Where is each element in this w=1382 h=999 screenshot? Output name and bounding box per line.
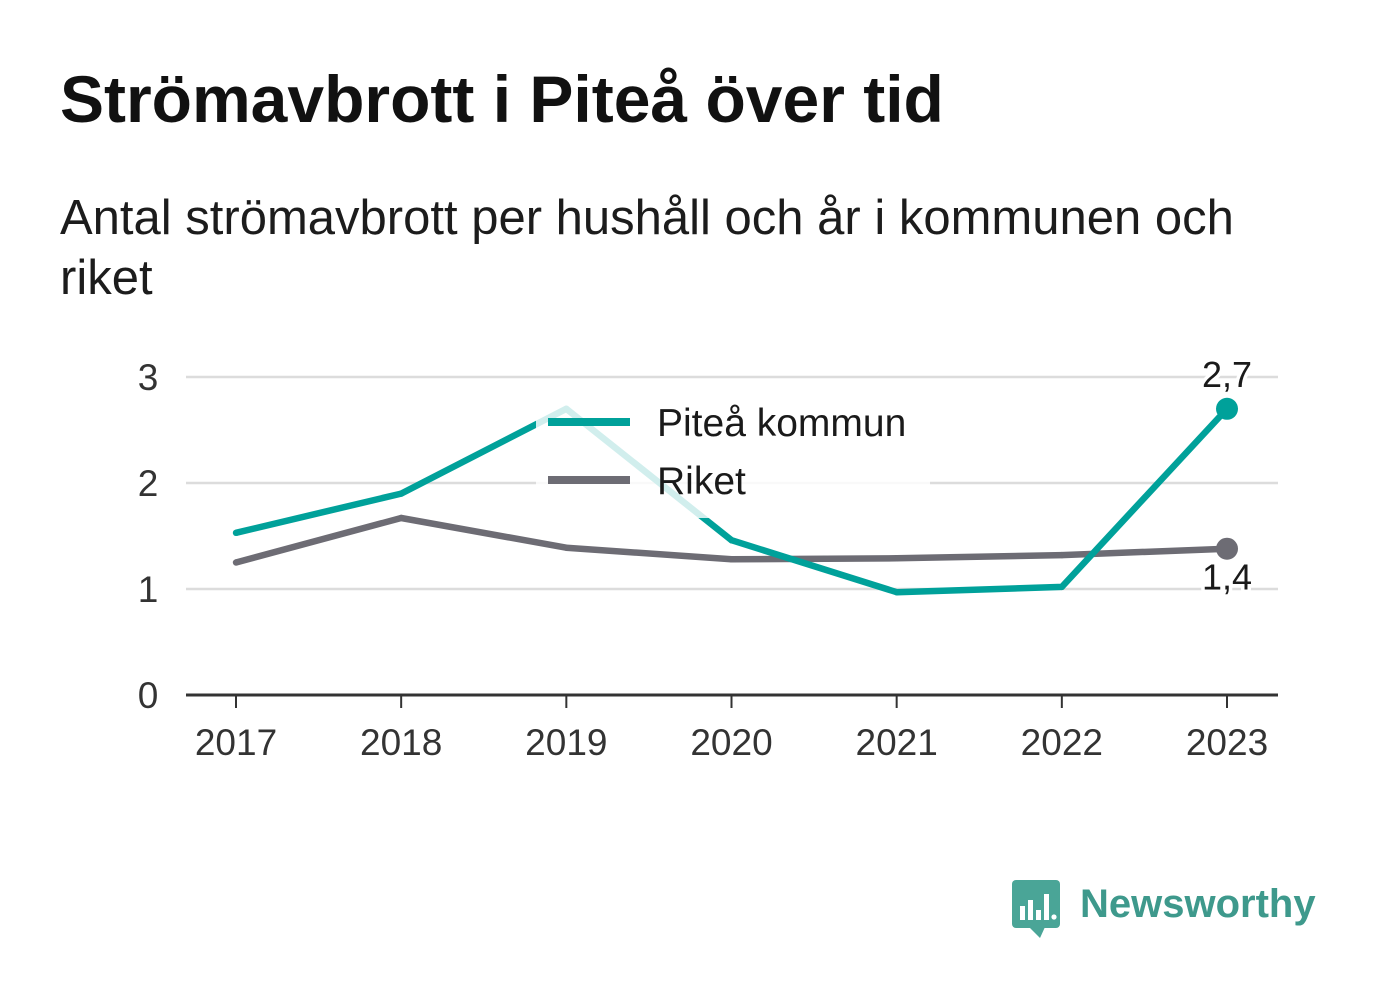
data-point [232,529,240,537]
legend-label: Piteå kommun [657,402,906,445]
x-tick-label: 2018 [360,722,442,763]
legend-label: Riket [657,460,746,503]
data-point [728,556,735,563]
x-tick-label: 2020 [690,722,772,763]
legend-background [536,392,930,518]
data-label: 1,4 [1202,557,1252,598]
y-tick-label: 1 [138,569,159,610]
series-lines [232,397,1238,596]
x-tick-label: 2021 [856,722,938,763]
data-point [1058,583,1066,591]
x-tick-label: 2019 [525,722,607,763]
brand-name: Newsworthy [1080,882,1316,926]
x-axis: 2017 2018 2019 2020 2021 2022 2023 [186,693,1278,763]
chart-title: Strömavbrott i Piteå över tid [60,62,944,136]
line-chart: 0 1 2 3 2017 2018 2019 2020 2021 2022 2023 Piteå … [138,350,1278,763]
chart-subtitle: Antal strömavbrott per hushåll och år i … [60,191,1234,305]
data-point [728,537,735,544]
legend: Piteå kommun Riket [536,392,930,518]
data-point [232,559,240,566]
data-point [893,588,900,596]
data-point [397,514,405,522]
data-point [563,544,570,551]
x-tick-label: 2023 [1186,722,1268,763]
y-tick-label: 2 [138,463,159,504]
data-point [1058,551,1066,559]
data-point [397,490,405,497]
data-labels: 2,7 1,4 [1198,350,1255,601]
end-point-marker [1216,397,1238,420]
x-tick-label: 2022 [1021,722,1103,763]
y-tick-label: 3 [138,357,159,398]
end-point-marker [1216,537,1238,560]
series-riket [232,514,1238,566]
newsworthy-logo: Newsworthy [1012,880,1322,942]
x-tick-label: 2017 [195,722,277,763]
y-axis-labels: 0 1 2 3 [138,357,159,716]
data-point [893,555,900,562]
newsworthy-logo-icon [1012,880,1060,938]
data-label: 2,7 [1202,354,1252,395]
y-tick-label: 0 [138,675,159,716]
